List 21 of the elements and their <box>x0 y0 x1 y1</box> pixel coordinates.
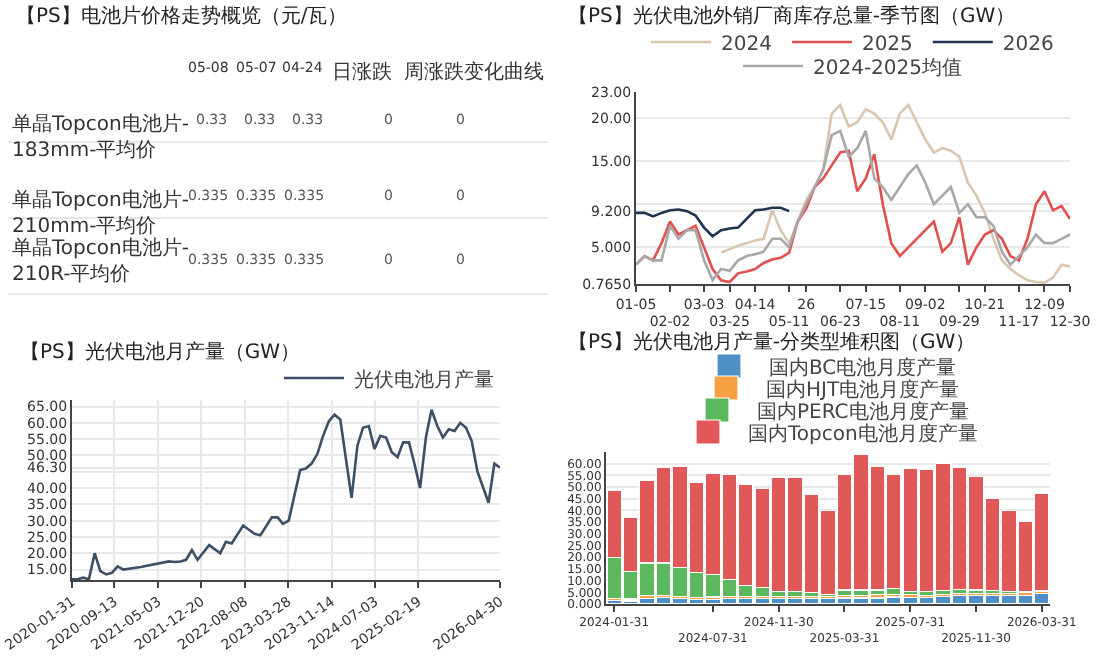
legend-label: 2025 <box>861 33 913 56</box>
legend-label: 2024 <box>721 33 772 56</box>
text: 日涨跌 <box>332 60 392 84</box>
text: 变化曲线 <box>464 60 544 84</box>
legend-label: 国内HJT电池月度产量 <box>766 377 960 402</box>
text: 【PS】电池片价格走势概览（元/瓦） <box>16 4 348 28</box>
chart-title: 【PS】光伏电池外销厂商库存总量-季节图（GW） <box>568 4 1016 28</box>
text: 单晶Topcon电池片-210R-平均价 <box>12 236 190 286</box>
line-series <box>636 206 791 238</box>
chart-title: 【PS】光伏电池月产量-分类型堆积图（GW） <box>568 330 976 354</box>
chart-title: 【PS】光伏电池月产量（GW） <box>20 340 301 364</box>
legend-label: 国内Topcon电池月度产量 <box>748 421 978 446</box>
legend-label: 国内BC电池月度产量 <box>769 355 957 380</box>
text: 周涨跌 <box>404 60 464 84</box>
text: 单晶Topcon电池片-183mm-平均价 <box>12 112 190 162</box>
line-series <box>719 103 1070 284</box>
text: 单晶Topcon电池片-210mm-平均价 <box>12 188 190 238</box>
legend-label: 2024-2025均值 <box>813 55 963 80</box>
legend-label: 国内PERC电池月度产量 <box>757 399 969 424</box>
legend-label: 2026 <box>1002 33 1054 56</box>
legend-label: 光伏电池月产量 <box>354 367 494 392</box>
